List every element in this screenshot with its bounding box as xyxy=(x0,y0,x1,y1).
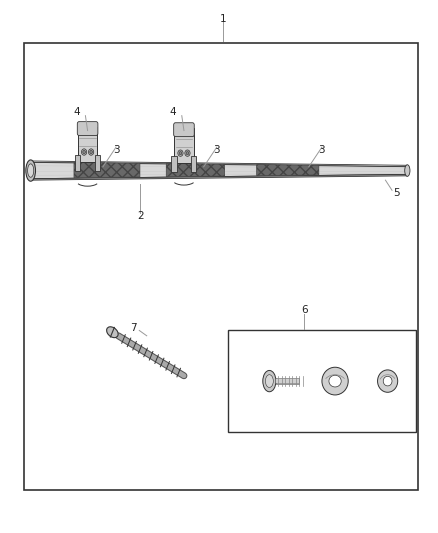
Circle shape xyxy=(179,151,182,155)
Text: 5: 5 xyxy=(393,188,400,198)
Text: 6: 6 xyxy=(301,305,308,315)
Text: 3: 3 xyxy=(318,146,325,155)
Circle shape xyxy=(83,150,85,154)
Bar xyxy=(171,156,177,172)
Circle shape xyxy=(81,149,87,155)
FancyBboxPatch shape xyxy=(77,122,98,135)
Text: 4: 4 xyxy=(73,107,80,117)
Circle shape xyxy=(90,150,92,154)
Ellipse shape xyxy=(28,164,34,177)
Ellipse shape xyxy=(378,370,398,392)
Ellipse shape xyxy=(383,376,392,386)
Circle shape xyxy=(186,151,189,155)
Bar xyxy=(24,43,418,490)
Bar xyxy=(228,330,416,432)
Ellipse shape xyxy=(405,165,410,176)
Polygon shape xyxy=(31,163,407,179)
Polygon shape xyxy=(74,163,140,177)
Polygon shape xyxy=(31,174,407,180)
Text: 3: 3 xyxy=(213,146,220,155)
Text: 4: 4 xyxy=(170,107,177,117)
Ellipse shape xyxy=(263,370,276,392)
Bar xyxy=(174,128,194,163)
Circle shape xyxy=(178,150,183,156)
Ellipse shape xyxy=(26,160,35,181)
Bar xyxy=(191,156,196,172)
Bar xyxy=(75,155,81,171)
Polygon shape xyxy=(257,165,319,176)
FancyBboxPatch shape xyxy=(173,123,194,136)
Ellipse shape xyxy=(329,375,341,387)
Polygon shape xyxy=(166,164,225,176)
Text: 1: 1 xyxy=(220,14,227,23)
Bar xyxy=(78,127,97,161)
Text: 3: 3 xyxy=(113,146,120,155)
Polygon shape xyxy=(31,161,407,167)
Ellipse shape xyxy=(322,367,348,395)
Text: 7: 7 xyxy=(130,323,137,333)
Bar xyxy=(95,155,100,171)
Circle shape xyxy=(185,150,190,156)
Text: 2: 2 xyxy=(137,211,144,221)
Ellipse shape xyxy=(106,327,118,337)
Circle shape xyxy=(88,149,94,155)
Ellipse shape xyxy=(265,375,273,387)
